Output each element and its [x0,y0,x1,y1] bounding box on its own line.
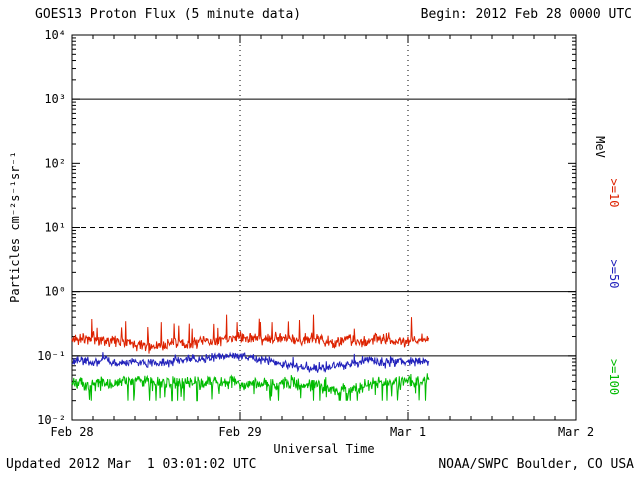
y-tick-label: 10² [44,156,66,170]
right-axis-unit-label: MeV [593,136,607,158]
x-tick-label: Feb 28 [50,425,93,439]
series-label-ge50: >=50 [607,259,621,289]
x-tick-label: Feb 29 [218,425,261,439]
source-credit: NOAA/SWPC Boulder, CO USA [438,457,634,472]
series-line-2 [71,373,430,402]
y-tick-label: 10⁻² [37,413,66,427]
y-tick-label: 10³ [44,92,66,106]
y-tick-label: 10⁴ [44,28,66,42]
series-line-1 [71,351,430,373]
plot-frame [71,34,577,421]
x-axis-title: Universal Time [273,442,375,456]
y-tick-label: 10⁰ [44,285,66,299]
x-tick-label: Mar 1 [390,425,426,439]
updated-timestamp: Updated 2012 Mar 1 03:01:02 UTC [6,457,257,472]
y-axis-title: Particles cm⁻²s⁻¹sr⁻¹ [8,151,22,303]
y-tick-label: 10¹ [44,221,66,235]
begin-time-label: Begin: 2012 Feb 28 0000 UTC [420,7,632,22]
y-tick-label: 10⁻¹ [37,349,66,363]
x-tick-label: Mar 2 [558,425,594,439]
series-line-0 [71,314,429,354]
series-label-ge100: >=100 [607,358,621,396]
chart-title: GOES13 Proton Flux (5 minute data) [35,7,302,22]
series-label-ge10: >=10 [607,178,621,208]
